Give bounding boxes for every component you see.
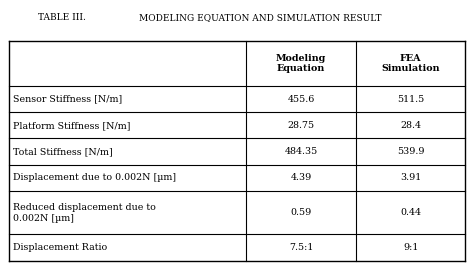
Text: Modeling
Equation: Modeling Equation <box>276 54 326 73</box>
Text: TABLE III.: TABLE III. <box>37 13 86 22</box>
Text: 9:1: 9:1 <box>403 243 419 252</box>
Text: 539.9: 539.9 <box>397 147 424 156</box>
Text: 484.35: 484.35 <box>284 147 318 156</box>
Text: 4.39: 4.39 <box>291 173 311 182</box>
Text: 3.91: 3.91 <box>400 173 421 182</box>
Text: Reduced displacement due to
0.002N [µm]: Reduced displacement due to 0.002N [µm] <box>13 203 156 223</box>
Text: MODELING EQUATION AND SIMULATION RESULT: MODELING EQUATION AND SIMULATION RESULT <box>139 13 382 22</box>
Text: 0.44: 0.44 <box>400 208 421 217</box>
Text: 28.4: 28.4 <box>400 121 421 130</box>
Text: 511.5: 511.5 <box>397 94 424 103</box>
Text: Displacement due to 0.002N [µm]: Displacement due to 0.002N [µm] <box>13 173 176 182</box>
Text: 455.6: 455.6 <box>287 94 315 103</box>
Text: Displacement Ratio: Displacement Ratio <box>13 243 108 252</box>
Text: Total Stiffness [N/m]: Total Stiffness [N/m] <box>13 147 113 156</box>
Text: Sensor Stiffness [N/m]: Sensor Stiffness [N/m] <box>13 94 122 103</box>
Text: 28.75: 28.75 <box>287 121 315 130</box>
Text: FEA
Simulation: FEA Simulation <box>382 54 440 73</box>
Text: 0.59: 0.59 <box>291 208 311 217</box>
Text: 7.5:1: 7.5:1 <box>289 243 313 252</box>
Text: Platform Stiffness [N/m]: Platform Stiffness [N/m] <box>13 121 131 130</box>
